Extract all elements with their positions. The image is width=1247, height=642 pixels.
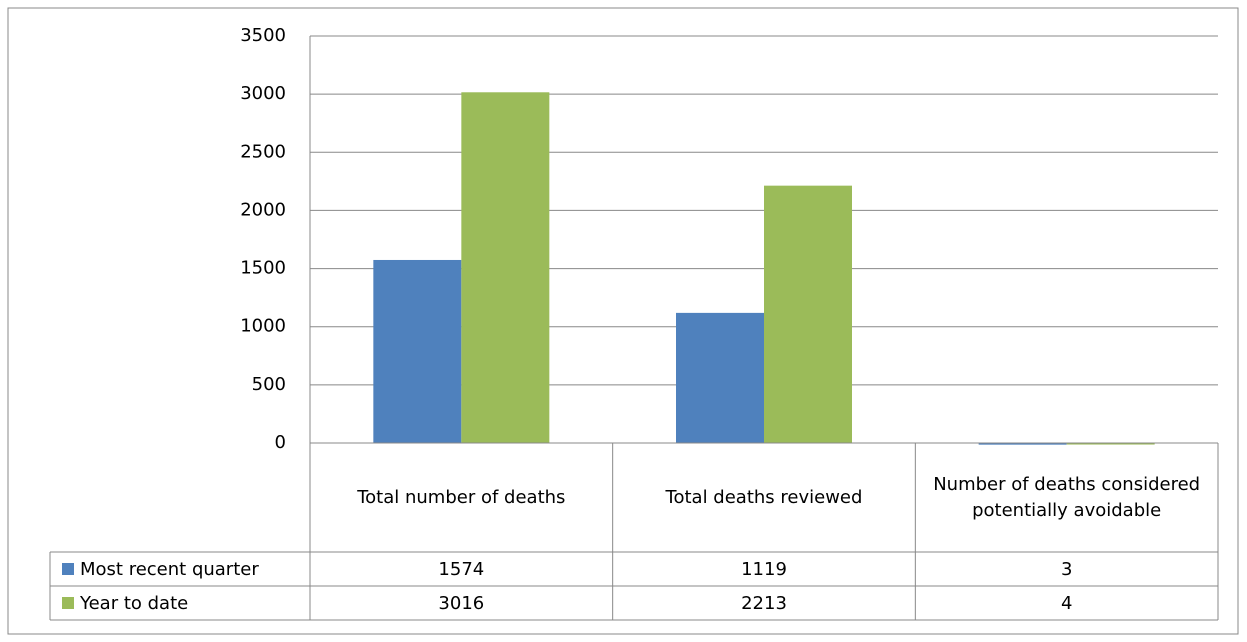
bar [676, 312, 764, 443]
y-tick-label: 2500 [240, 141, 286, 162]
table-value: 3 [1061, 559, 1072, 580]
legend-swatch [62, 597, 74, 609]
legend-label: Most recent quarter [80, 559, 259, 580]
y-tick-label: 3000 [240, 83, 286, 104]
bar [461, 92, 550, 443]
y-tick-label: 3500 [240, 25, 286, 46]
x-tick-label-box: Number of deaths considered potentially … [933, 473, 1201, 521]
table-value: 1574 [438, 559, 484, 580]
x-tick-label: Total deaths reviewed [665, 486, 863, 508]
bar [1066, 442, 1155, 445]
x-tick-label-box: Total deaths reviewed [665, 486, 863, 508]
x-tick-label-box: Total number of deaths [357, 486, 566, 508]
y-tick-label: 1500 [240, 258, 286, 279]
x-tick-label: Number of deaths considered potentially … [933, 473, 1201, 521]
x-tick-label: Total number of deaths [357, 486, 566, 508]
bar [764, 185, 852, 443]
chart-border [7, 7, 1239, 635]
y-tick-label: 1000 [240, 316, 286, 337]
bar [978, 442, 1067, 445]
legend-swatch [62, 563, 74, 575]
table-value: 1119 [741, 559, 787, 580]
legend-label: Year to date [79, 593, 188, 614]
y-tick-label: 2000 [240, 199, 286, 220]
table-value: 4 [1061, 593, 1072, 614]
y-tick-label: 500 [252, 374, 286, 395]
y-tick-label: 0 [275, 432, 286, 453]
table-value: 3016 [438, 593, 484, 614]
table-value: 2213 [741, 593, 787, 614]
bar [373, 259, 462, 443]
